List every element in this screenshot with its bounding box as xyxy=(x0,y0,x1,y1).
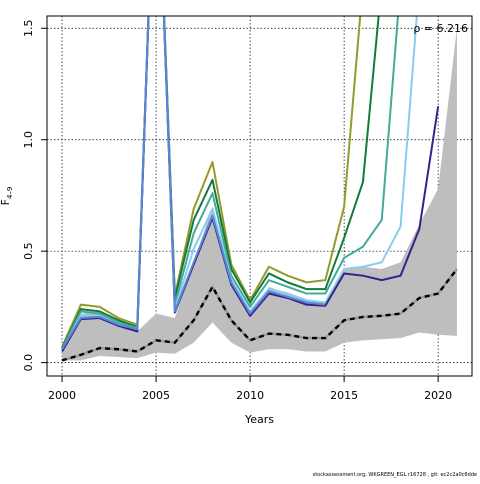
x-tick-label: 2000 xyxy=(48,389,76,402)
median-line xyxy=(61,268,458,362)
series-line-2 xyxy=(61,16,380,349)
svg-text:F4–9: F4–9 xyxy=(0,187,14,206)
y-tick-label-group: 1.0 xyxy=(22,131,35,149)
y-tick-label: 0.5 xyxy=(22,242,35,260)
confidence-band xyxy=(62,28,457,361)
y-axis-title-subscript: 4–9 xyxy=(6,187,14,199)
x-tick-label: 2020 xyxy=(424,389,452,402)
axes: 2000 2005 2010 2015 2020 0.0 0.5 1.0 1.5 xyxy=(22,20,452,402)
plot-frame xyxy=(46,15,473,377)
y-axis-title: F xyxy=(0,199,12,205)
y-tick-label-group: 0.5 xyxy=(22,242,35,260)
y-tick-label: 1.5 xyxy=(22,20,35,38)
median-layer xyxy=(61,268,458,362)
series-line-3 xyxy=(61,16,399,350)
x-tick-label: 2005 xyxy=(142,389,170,402)
series-line-6 xyxy=(61,16,326,350)
y-tick-label: 0.0 xyxy=(22,354,35,372)
y-axis-title-group: F4–9 xyxy=(0,187,14,206)
series-line-1 xyxy=(61,16,362,348)
series-layer xyxy=(61,16,440,352)
rho-annotation: ρ = 6.216 xyxy=(413,22,468,35)
confidence-band-layer xyxy=(62,28,457,361)
footer-credit: stockassessment.org, WKGREEN_EGL r16728 … xyxy=(312,472,477,478)
series-line-5 xyxy=(61,16,440,352)
x-axis-title: Years xyxy=(244,413,274,426)
y-tick-label: 1.0 xyxy=(22,131,35,149)
x-tick-label: 2010 xyxy=(236,389,264,402)
y-tick-label-group: 1.5 xyxy=(22,20,35,38)
y-tick-label-group: 0.0 xyxy=(22,354,35,372)
x-tick-label: 2015 xyxy=(330,389,358,402)
